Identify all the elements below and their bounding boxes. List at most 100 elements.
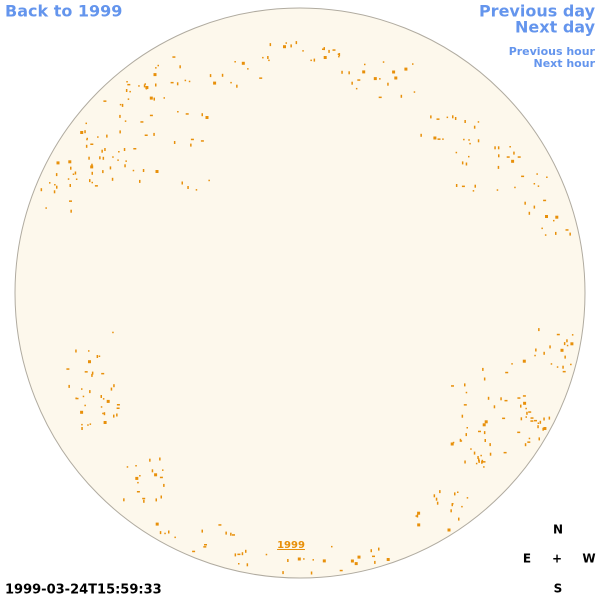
spot (470, 448, 472, 450)
spot (172, 56, 176, 58)
next-day-link[interactable]: Next day (515, 18, 596, 37)
spot (351, 81, 353, 85)
spot (517, 431, 521, 434)
spot (237, 553, 241, 556)
spot (135, 465, 137, 467)
spot (88, 156, 90, 160)
spot (75, 397, 79, 400)
spot (81, 388, 83, 390)
spot (538, 437, 540, 441)
solar-disk (14, 7, 586, 579)
spot (392, 70, 396, 74)
spot (94, 185, 98, 187)
spot (149, 458, 151, 462)
spot (464, 383, 466, 387)
spot (497, 165, 500, 169)
spot (200, 140, 204, 142)
spot (265, 553, 268, 556)
spot (106, 134, 108, 138)
spot (290, 44, 292, 48)
disk-year-link[interactable]: 1999 (277, 540, 305, 551)
spot (68, 384, 70, 388)
spot (373, 77, 377, 81)
spot (168, 530, 170, 534)
spot (91, 163, 93, 167)
spot (100, 406, 103, 408)
spot (91, 181, 93, 184)
spot (129, 90, 131, 93)
spot (111, 177, 114, 181)
spot (556, 333, 560, 336)
spot (164, 532, 166, 535)
spot (436, 118, 440, 120)
spot (466, 427, 468, 429)
spot (545, 215, 548, 218)
spot (75, 349, 77, 353)
spot (543, 351, 545, 355)
spot (69, 184, 71, 187)
spot (179, 65, 181, 69)
spot (481, 459, 484, 463)
spot (469, 142, 471, 145)
spot (544, 234, 547, 236)
spot (139, 475, 141, 477)
spot (541, 227, 543, 230)
next-hour-link[interactable]: Next hour (534, 57, 596, 70)
spot (101, 149, 103, 153)
spot (45, 207, 47, 209)
spot (127, 98, 130, 100)
compass-north: N (553, 523, 563, 537)
spot (139, 179, 141, 183)
previous-day-link[interactable]: Previous day (479, 2, 596, 21)
spot (523, 401, 527, 405)
spot (99, 156, 101, 160)
spot (195, 189, 198, 191)
spot (163, 97, 165, 99)
spot (370, 549, 372, 553)
spot (483, 431, 486, 435)
spot (543, 199, 547, 202)
spot (89, 390, 91, 394)
spot (143, 84, 146, 88)
spot (154, 473, 158, 477)
spot (522, 395, 526, 397)
compass-south: S (554, 582, 563, 596)
spot (310, 59, 312, 62)
spot (84, 371, 88, 373)
spot (103, 421, 107, 424)
spot (357, 555, 361, 559)
spot (112, 156, 114, 158)
spot (201, 529, 203, 533)
spot (530, 417, 534, 419)
spot (520, 417, 523, 421)
spot (472, 190, 475, 192)
spot (133, 148, 137, 150)
compass-center: + (552, 552, 562, 566)
spot (484, 439, 486, 442)
spot (517, 156, 521, 158)
spot (192, 550, 196, 553)
spot (524, 443, 527, 447)
spot (74, 171, 77, 175)
spot (173, 141, 176, 144)
spot (82, 395, 85, 398)
spot (98, 355, 101, 357)
spot (302, 50, 304, 52)
spot (126, 466, 129, 468)
previous-hour-link[interactable]: Previous hour (509, 45, 596, 58)
spot (420, 133, 422, 137)
spot (88, 350, 90, 352)
spot (121, 103, 124, 107)
spot (184, 79, 187, 82)
spot (149, 114, 153, 117)
spot (241, 552, 244, 556)
spot (91, 171, 93, 175)
spot (562, 365, 564, 369)
spot (69, 200, 72, 202)
spot (118, 151, 120, 153)
back-link[interactable]: Back to 1999 (5, 2, 122, 21)
spot (181, 181, 183, 185)
spot (505, 371, 509, 374)
spot (53, 190, 56, 194)
